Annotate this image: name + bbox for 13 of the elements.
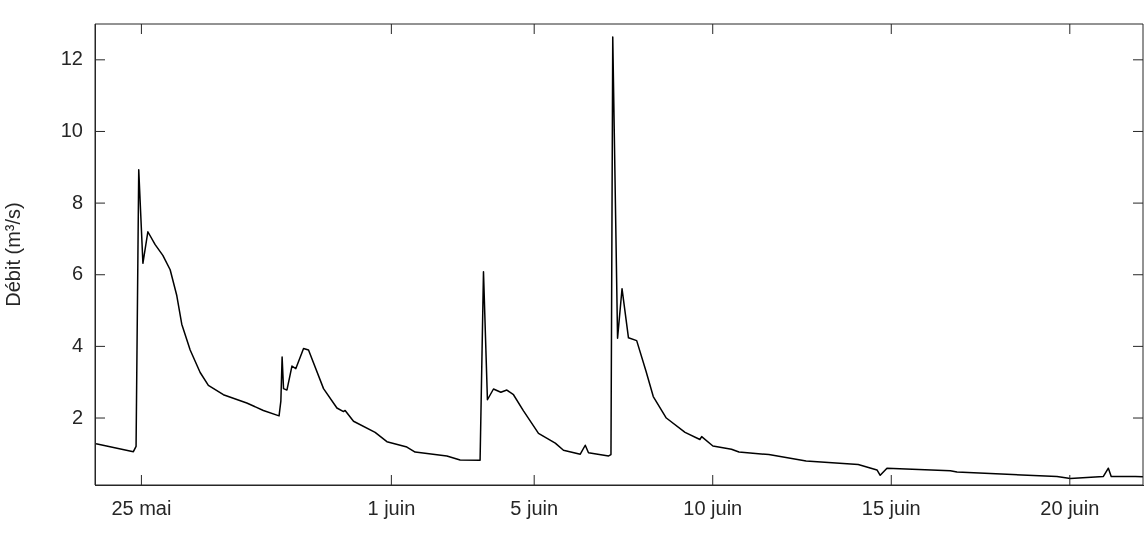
y-tick-label: 6 [71,262,83,285]
y-axis-title: Débit (m³/s) [1,202,24,307]
x-tick-label: 5 juin [510,496,559,519]
x-tick-label: 20 juin [1040,496,1100,519]
x-tick-label: 1 juin [367,496,416,519]
x-tick-label: 15 juin [861,496,921,519]
x-tick-label: 10 juin [683,496,743,519]
x-tick-label: 25 mai [111,496,172,519]
y-tick-label: 2 [71,405,83,428]
y-tick-label: 12 [60,47,83,70]
y-tick-label: 4 [71,333,83,356]
y-tick-label: 8 [71,190,83,213]
y-tick-label: 10 [60,118,83,141]
